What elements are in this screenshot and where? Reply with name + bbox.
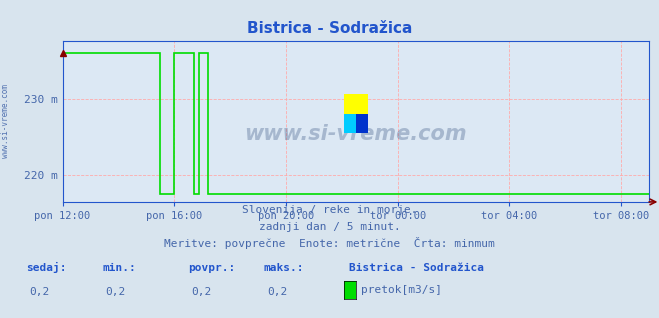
Text: www.si-vreme.com: www.si-vreme.com — [1, 84, 10, 158]
Text: povpr.:: povpr.: — [188, 263, 235, 273]
Text: 0,2: 0,2 — [191, 287, 212, 297]
Text: zadnji dan / 5 minut.: zadnji dan / 5 minut. — [258, 222, 401, 232]
Bar — [344, 114, 356, 133]
Text: 0,2: 0,2 — [105, 287, 126, 297]
Text: Slovenija / reke in morje.: Slovenija / reke in morje. — [242, 205, 417, 215]
Text: sedaj:: sedaj: — [26, 262, 67, 273]
Text: min.:: min.: — [102, 263, 136, 273]
Text: www.si-vreme.com: www.si-vreme.com — [244, 124, 467, 144]
Text: Meritve: povprečne  Enote: metrične  Črta: minmum: Meritve: povprečne Enote: metrične Črta:… — [164, 237, 495, 249]
Text: 0,2: 0,2 — [267, 287, 287, 297]
Bar — [356, 114, 368, 133]
Bar — [344, 94, 368, 114]
Text: pretok[m3/s]: pretok[m3/s] — [361, 285, 442, 294]
Text: maks.:: maks.: — [264, 263, 304, 273]
Text: Bistrica - Sodražica: Bistrica - Sodražica — [247, 21, 412, 36]
Text: Bistrica - Sodražica: Bistrica - Sodražica — [349, 263, 484, 273]
Text: 0,2: 0,2 — [30, 287, 50, 297]
